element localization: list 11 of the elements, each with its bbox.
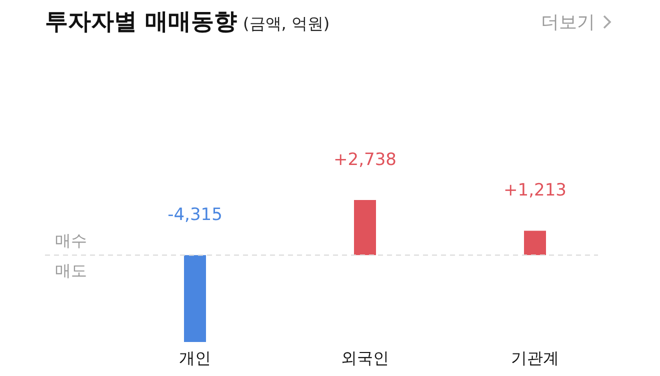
x-tick-label: 기관계 xyxy=(511,348,559,368)
annotation: 매도 xyxy=(55,261,87,280)
data-label: +2,738 xyxy=(334,150,396,170)
data-label: -4,315 xyxy=(168,205,222,226)
x-tick-label: 외국인 xyxy=(341,348,389,368)
chart-title: 투자자별 매매동향 xyxy=(45,9,238,35)
x-tick-label: 개인 xyxy=(179,348,211,368)
text: 더보기 xyxy=(541,11,595,34)
data-label: +1,213 xyxy=(504,180,566,201)
annotation: 매수 xyxy=(55,231,87,250)
chart-subtitle: (금액, 억원) xyxy=(243,14,330,33)
